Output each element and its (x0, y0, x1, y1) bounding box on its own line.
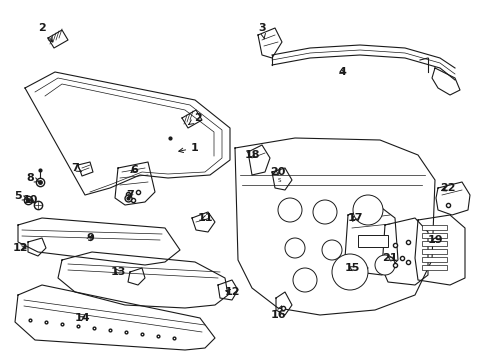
Text: 7: 7 (126, 190, 134, 200)
Text: 16: 16 (270, 306, 286, 320)
Text: 14: 14 (74, 313, 90, 323)
Circle shape (313, 200, 337, 224)
Text: 17: 17 (347, 213, 363, 223)
Circle shape (353, 195, 383, 225)
Polygon shape (276, 292, 292, 315)
Polygon shape (415, 215, 465, 285)
Text: 22: 22 (440, 183, 456, 193)
Polygon shape (128, 268, 145, 285)
Polygon shape (182, 110, 202, 128)
Text: 2: 2 (189, 113, 202, 125)
Text: 8: 8 (26, 173, 39, 183)
Circle shape (285, 238, 305, 258)
Polygon shape (28, 238, 46, 256)
Text: 13: 13 (110, 267, 126, 277)
Text: 1: 1 (179, 143, 199, 153)
Polygon shape (248, 145, 270, 175)
Bar (422, 241, 447, 246)
Text: S: S (277, 179, 281, 184)
Polygon shape (272, 168, 292, 190)
Polygon shape (78, 162, 93, 176)
Polygon shape (432, 68, 460, 95)
Text: 9: 9 (86, 233, 94, 243)
Text: 12: 12 (12, 243, 28, 253)
Text: 18: 18 (244, 150, 260, 160)
Text: 21: 21 (382, 253, 398, 263)
Polygon shape (382, 218, 428, 285)
Text: 12: 12 (224, 287, 240, 297)
Text: 19: 19 (427, 235, 443, 245)
Polygon shape (218, 280, 238, 300)
Circle shape (322, 240, 342, 260)
Text: 5: 5 (14, 191, 27, 201)
Text: 20: 20 (270, 167, 286, 177)
Text: 11: 11 (197, 213, 213, 223)
Text: 15: 15 (344, 263, 360, 273)
Polygon shape (48, 30, 68, 48)
Polygon shape (258, 28, 282, 58)
Polygon shape (15, 285, 215, 350)
Bar (422, 257, 447, 262)
Circle shape (332, 254, 368, 290)
Bar (358, 235, 388, 247)
Text: 6: 6 (130, 165, 138, 175)
Bar (422, 225, 447, 230)
Polygon shape (18, 218, 180, 265)
Polygon shape (192, 212, 215, 232)
Text: 4: 4 (338, 67, 346, 77)
Text: 7: 7 (71, 163, 82, 173)
Polygon shape (345, 205, 398, 275)
Bar (422, 249, 447, 254)
Polygon shape (235, 138, 435, 315)
Bar (422, 233, 447, 238)
Circle shape (278, 198, 302, 222)
Circle shape (375, 255, 395, 275)
Circle shape (293, 268, 317, 292)
Polygon shape (436, 182, 470, 215)
Text: 3: 3 (258, 23, 266, 39)
Text: 10: 10 (23, 195, 38, 205)
Polygon shape (115, 162, 155, 205)
Polygon shape (58, 252, 228, 308)
Text: 2: 2 (38, 23, 52, 42)
Polygon shape (25, 72, 230, 195)
Bar (422, 265, 447, 270)
